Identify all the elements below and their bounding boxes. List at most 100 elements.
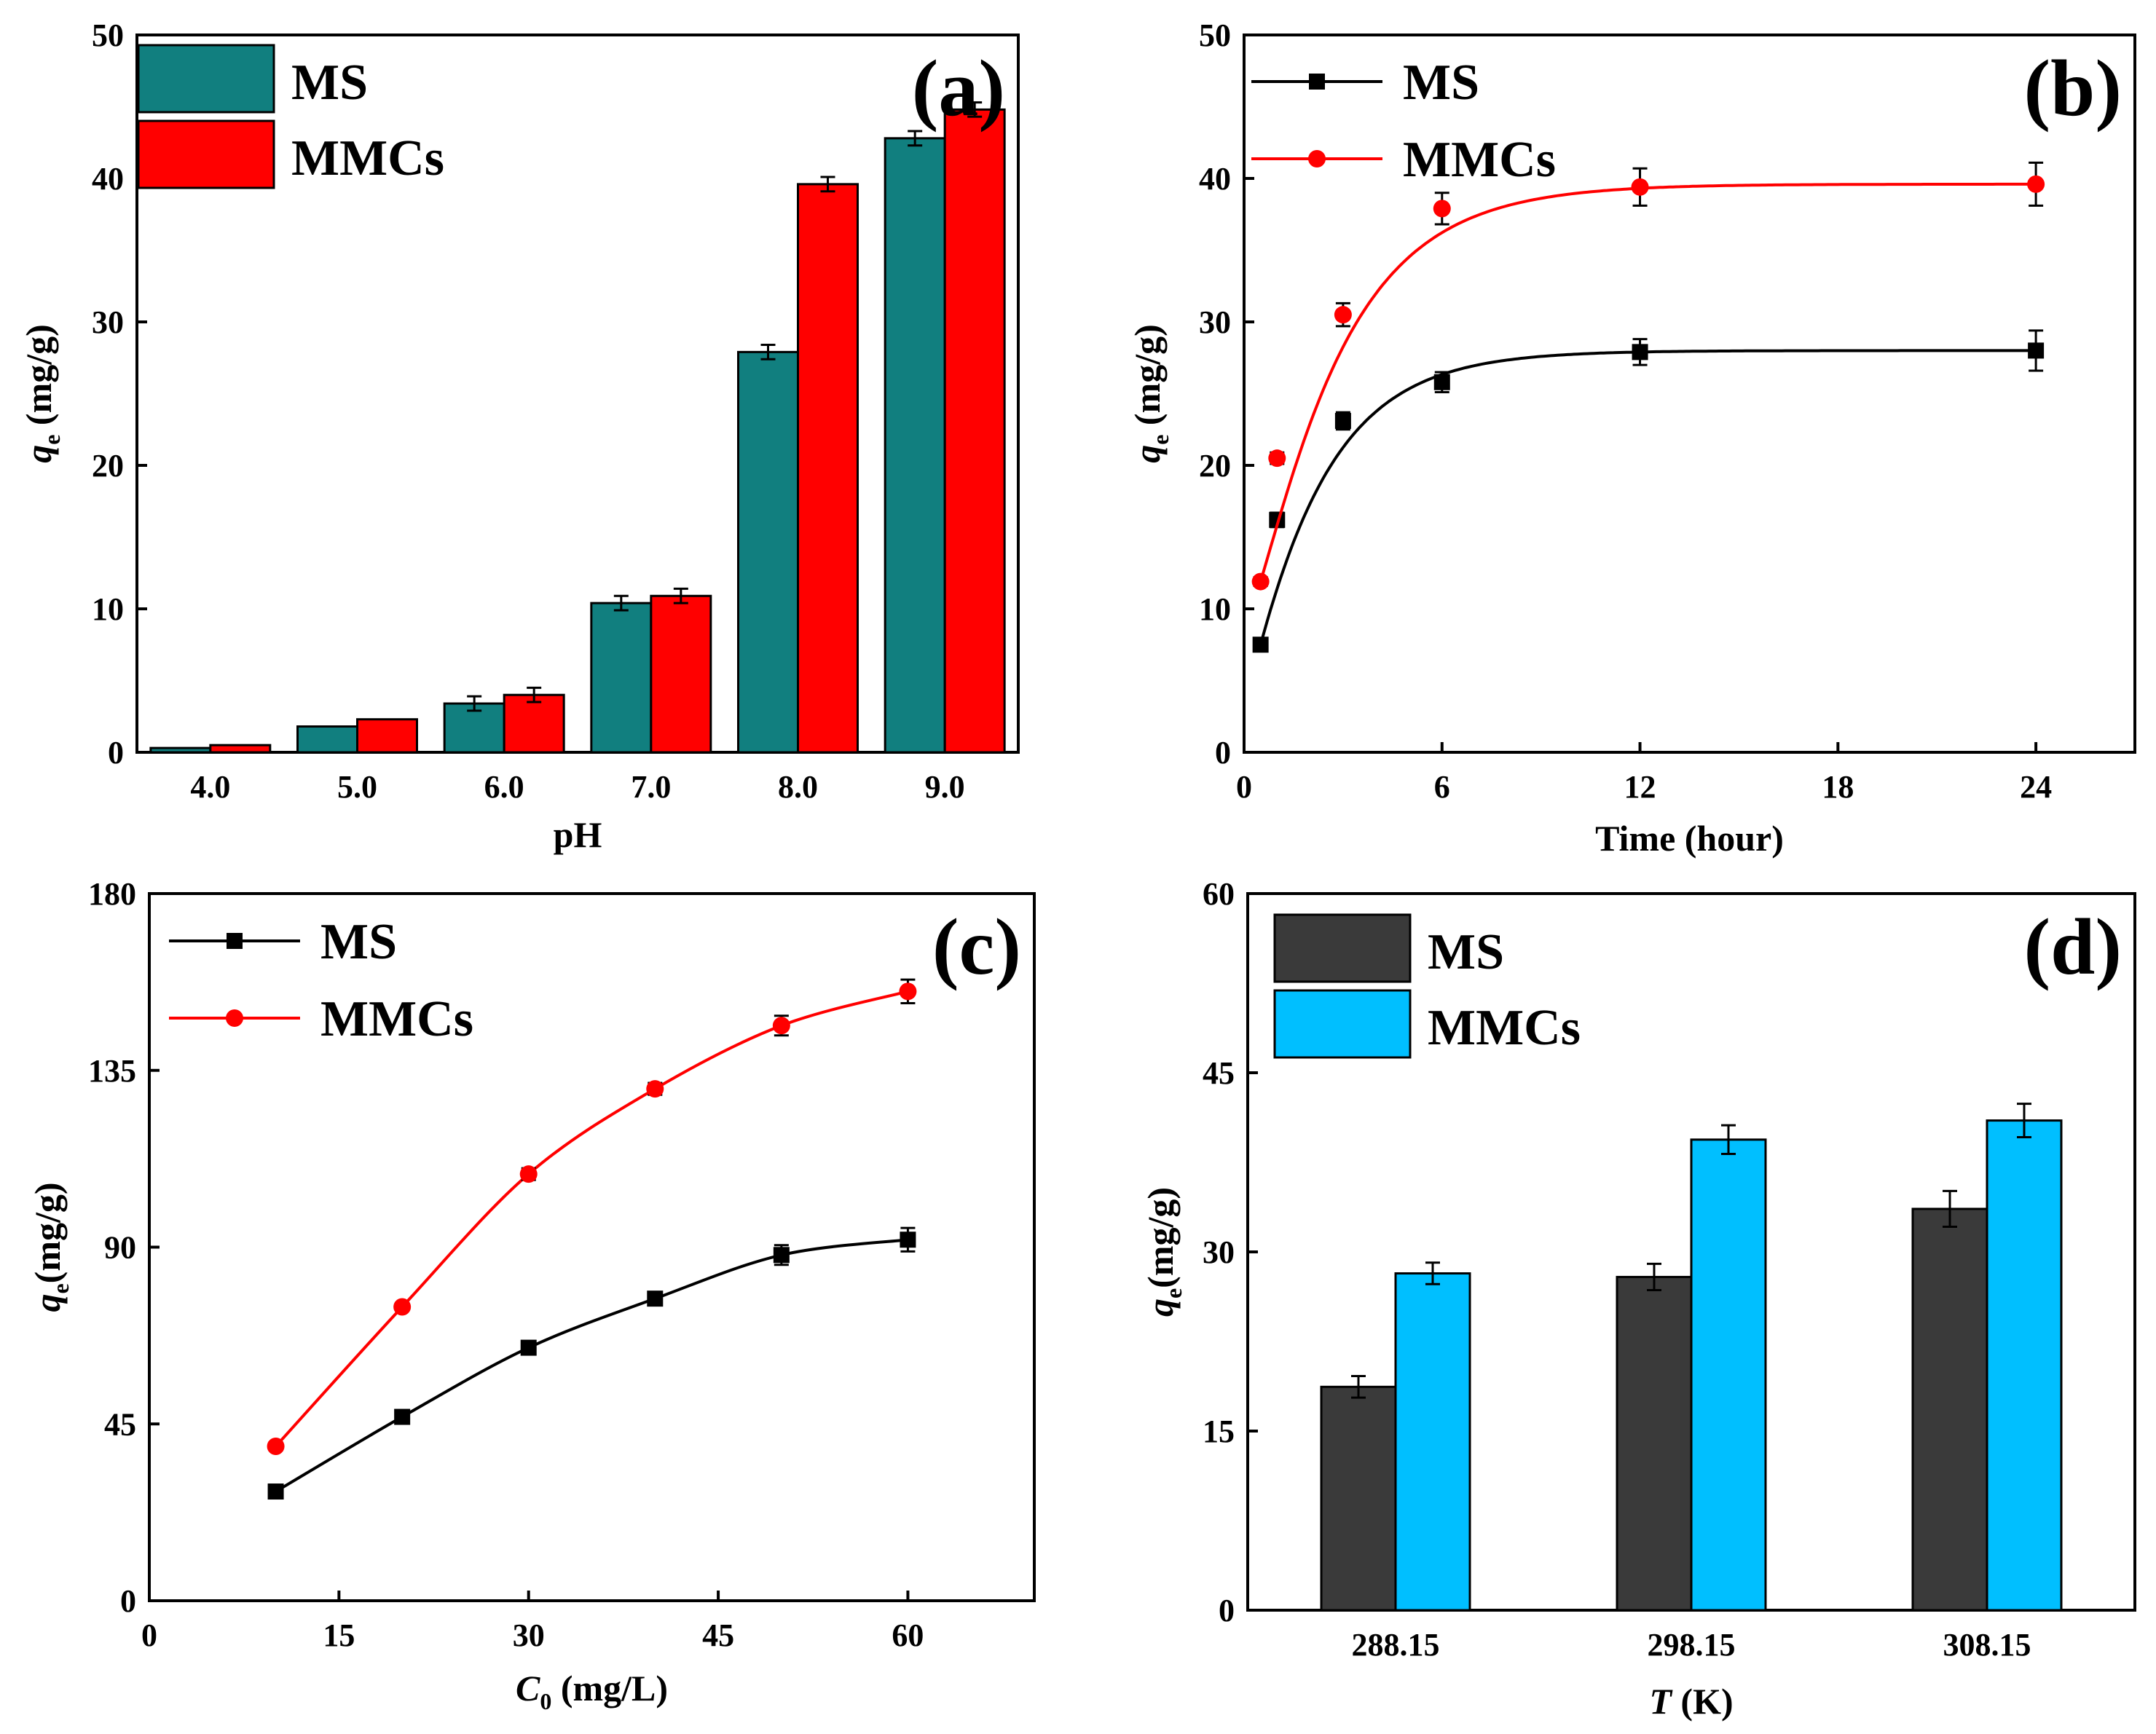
bar-ms	[296, 725, 358, 754]
data-point-mmcs	[393, 1298, 412, 1316]
data-point-ms	[267, 1483, 284, 1500]
plot-frame	[135, 34, 1020, 754]
data-point-mmcs	[772, 1017, 790, 1035]
bar-mmcs	[650, 594, 712, 754]
y-tick-label: 40	[92, 161, 124, 197]
panel-b-time-chart: 0 10 20 30 40 50 qe (mg/g) 0 6 12 18 24 MS MMCs (b) Tim…	[1127, 17, 2136, 859]
y-axis-subscript: e	[1147, 435, 1173, 445]
y-axis-title: qe (mg/g)	[18, 324, 65, 463]
y-tick-label: 40	[1199, 161, 1231, 197]
data-point-mmcs	[2027, 175, 2045, 193]
fit-curve-mmcs	[275, 990, 908, 1448]
y-axis-symbol: q	[27, 1294, 68, 1312]
fit-curve-ms	[275, 1238, 908, 1493]
y-axis-title: qe(mg/g)	[27, 1182, 74, 1312]
legend-swatch	[1273, 989, 1412, 1059]
y-tick-label: 0	[108, 735, 124, 771]
x-tick-label: 6	[1434, 769, 1450, 805]
y-tick-label: 45	[104, 1406, 136, 1442]
data-point-mmcs	[1268, 449, 1286, 468]
y-tick-label: 20	[1199, 448, 1231, 484]
panel-a-ph-chart: 0 10 20 30 40 50 qe (mg/g) 4.0 5.0 6.0 7.0 8.0 9.0 MS…	[18, 17, 1020, 855]
bar-ms	[1911, 1207, 1988, 1612]
y-tick-label: 30	[1203, 1234, 1235, 1270]
legend-swatch	[137, 119, 275, 189]
legend-label: MS	[1428, 924, 1504, 980]
x-axis-title: pH	[554, 814, 602, 855]
x-axis-title: T (K)	[1649, 1681, 1733, 1722]
data-point-ms	[520, 1339, 537, 1356]
y-axis-unit: (mg/g)	[1140, 1187, 1181, 1288]
data-point-ms	[2028, 342, 2045, 359]
y-tick-label: 135	[88, 1053, 136, 1089]
legend-label: MS	[1403, 55, 1479, 111]
bar-mmcs	[1986, 1119, 2063, 1612]
y-axis-title: qe(mg/g)	[1140, 1187, 1187, 1317]
x-tick-label: 298.15	[1648, 1627, 1736, 1663]
y-tick-label: 10	[92, 591, 124, 627]
x-axis-symbol: T	[1649, 1681, 1673, 1722]
y-axis-subscript: e	[1160, 1288, 1187, 1298]
data-point-ms	[1632, 344, 1648, 360]
panel-label: (c)	[932, 902, 1021, 991]
x-axis-unit: (mg/L)	[551, 1668, 668, 1709]
data-point-ms	[394, 1408, 411, 1425]
bar-mmcs	[356, 718, 418, 754]
legend-label: MS	[291, 55, 368, 111]
y-axis-unit: (mg/g)	[27, 1182, 68, 1283]
y-tick-label: 20	[92, 448, 124, 484]
y-tick-label: 180	[88, 876, 136, 912]
y-tick-label: 15	[1203, 1414, 1235, 1449]
data-point-ms	[900, 1231, 916, 1248]
x-tick-label: 18	[1822, 769, 1854, 805]
legend-marker	[227, 933, 243, 949]
panel-label: (d)	[2024, 902, 2122, 991]
bar-mmcs	[797, 183, 859, 754]
legend-label: MMCs	[1428, 1000, 1581, 1056]
data-point-mmcs	[1433, 200, 1451, 218]
x-tick-label: 30	[513, 1617, 545, 1653]
bar-ms	[1616, 1275, 1693, 1612]
x-tick-label: 0	[1236, 769, 1252, 805]
x-axis-unit: (K)	[1672, 1681, 1734, 1722]
bar-ms	[590, 602, 653, 754]
data-point-ms	[1433, 374, 1450, 390]
x-tick-label: 24	[2020, 769, 2052, 805]
data-point-ms	[1334, 412, 1351, 429]
y-tick-label: 45	[1203, 1055, 1235, 1091]
fit-curve-ms	[1259, 349, 2037, 645]
legend-label: MMCs	[320, 991, 473, 1047]
fit-curve-mmcs	[1259, 182, 2037, 583]
bar-ms	[884, 137, 946, 754]
x-tick-label: 0	[141, 1617, 157, 1653]
y-tick-label: 0	[1215, 735, 1231, 771]
x-tick-label: 7.0	[631, 769, 671, 805]
data-point-mmcs	[1631, 178, 1649, 196]
x-tick-label: 12	[1624, 769, 1656, 805]
y-tick-label: 30	[1199, 304, 1231, 340]
y-tick-label: 50	[92, 17, 124, 53]
bar-mmcs	[1690, 1138, 1767, 1612]
y-tick-label: 0	[120, 1583, 136, 1619]
legend-marker	[226, 1009, 243, 1027]
legend-label: MMCs	[291, 130, 444, 186]
x-tick-label: 4.0	[190, 769, 230, 805]
x-axis-symbol: C	[516, 1668, 540, 1709]
y-tick-label: 0	[1219, 1593, 1235, 1628]
panel-label: (b)	[2024, 44, 2122, 133]
data-point-mmcs	[646, 1080, 664, 1098]
legend-label: MMCs	[1403, 132, 1556, 188]
bar-ms	[737, 350, 799, 754]
bar-mmcs	[503, 693, 565, 754]
x-axis-subscript: 0	[540, 1688, 551, 1714]
y-tick-label: 10	[1199, 591, 1231, 627]
y-tick-label: 60	[1203, 876, 1235, 912]
panel-c-concentration-chart: 0 45 90 135 180 qe(mg/g) 0 15 30 45 60 MS MMCs (c) C0 …	[27, 876, 1036, 1714]
legend-swatch	[137, 44, 275, 114]
bar-mmcs	[1394, 1272, 1471, 1612]
x-tick-label: 308.15	[1943, 1627, 2031, 1663]
bar-ms	[149, 746, 212, 754]
x-tick-label: 8.0	[778, 769, 818, 805]
data-point-mmcs	[1334, 306, 1352, 324]
x-tick-label: 60	[892, 1617, 924, 1653]
